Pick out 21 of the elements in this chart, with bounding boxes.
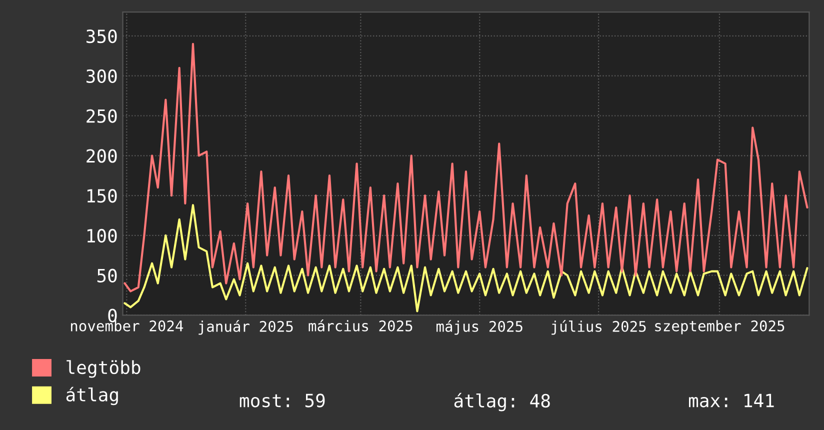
text: most: 59 [240, 394, 325, 408]
y-tick-label: 200 [86, 149, 117, 163]
x-tick-label: szeptember 2025 [655, 320, 784, 334]
text: max: 141 [689, 394, 774, 408]
y-tick-label: 300 [86, 69, 117, 84]
x-tick-label: július 2025 [552, 320, 646, 335]
legend-label: legtöbb [66, 360, 140, 378]
text: átlag: 48 [454, 392, 550, 412]
y-tick-label: 0 [108, 308, 117, 322]
x-tick-label: május 2025 [436, 320, 522, 335]
y-tick-label: 150 [87, 189, 117, 203]
y-tick-label: 50 [97, 268, 117, 282]
y-tick-label: 350 [86, 29, 117, 44]
x-tick-label: január 2025 [198, 320, 293, 335]
x-tick-label: március 2025 [308, 320, 412, 332]
y-tick-label: 250 [86, 109, 117, 123]
x-tick-label: november 2024 [70, 320, 184, 332]
line-series [124, 42, 808, 292]
y-tick-label: 100 [87, 228, 117, 243]
line-series [124, 204, 808, 312]
legend-label: átlag [66, 386, 118, 406]
